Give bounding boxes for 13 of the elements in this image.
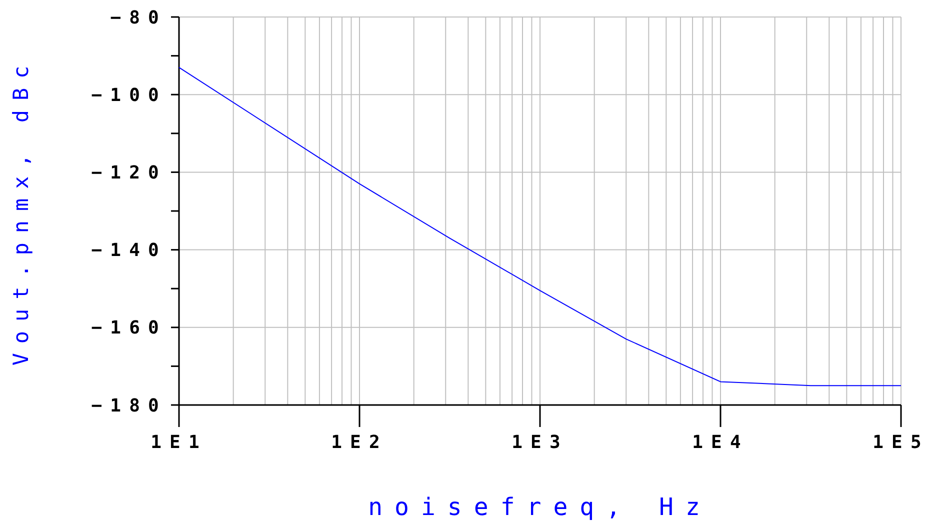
x-axis-title: noisefreq, Hz: [368, 493, 712, 521]
y-tick-label: −80: [110, 7, 167, 28]
y-tick-label: −120: [91, 162, 167, 184]
y-tick-label: −160: [91, 318, 167, 339]
x-tick-label: 1E1: [150, 432, 208, 453]
x-tick-label: 1E2: [331, 432, 388, 453]
y-tick-label: −180: [91, 395, 167, 416]
y-tick-label: −100: [91, 84, 167, 106]
y-tick-label: −140: [91, 240, 167, 262]
x-tick-label: 1E4: [692, 432, 749, 453]
x-tick-label: 1E3: [512, 432, 568, 453]
y-axis-title: Vout.pnmx, dBc: [9, 56, 33, 366]
x-tick-label: 1E5: [872, 432, 930, 453]
